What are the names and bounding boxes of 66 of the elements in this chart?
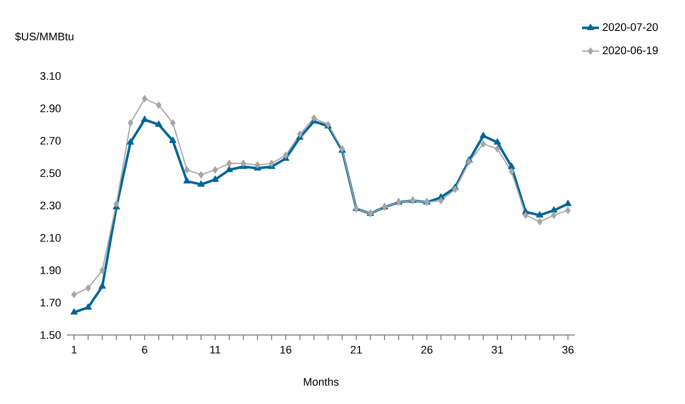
point: [142, 94, 148, 102]
point: [114, 200, 120, 208]
point: [438, 196, 444, 204]
x-tick-label: 11: [210, 346, 220, 354]
point: [452, 186, 458, 194]
point: [128, 119, 134, 127]
y-axis-title: $US/MMBtu: [15, 32, 74, 42]
y-tick-label: 2.30: [40, 202, 61, 210]
y-tick-label: 3.10: [40, 72, 61, 80]
point: [550, 206, 558, 213]
point: [268, 160, 274, 168]
point: [198, 171, 204, 178]
point: [564, 200, 572, 206]
x-tick-label: 16: [280, 346, 292, 354]
legend-label: 2020-07-20: [602, 23, 658, 31]
point: [169, 136, 177, 143]
point: [140, 115, 148, 122]
point: [211, 175, 219, 182]
x-tick-label: 1: [72, 346, 77, 354]
point: [480, 140, 486, 148]
y-tick-label: 2.90: [40, 104, 61, 112]
point: [212, 166, 218, 174]
legend-label: 2020-06-19: [602, 46, 658, 54]
x-tick-label: 26: [421, 346, 432, 354]
point: [240, 160, 246, 168]
point: [480, 132, 487, 138]
x-tick-label: 31: [492, 346, 503, 354]
point: [197, 180, 205, 187]
point: [70, 308, 78, 315]
point: [99, 266, 106, 274]
point: [282, 152, 289, 160]
y-tick-label: 1.70: [40, 298, 61, 307]
point: [536, 218, 543, 226]
point: [311, 114, 317, 122]
point: [85, 284, 92, 292]
y-tick-label: 2.70: [40, 136, 61, 145]
point: [226, 160, 232, 168]
point: [226, 166, 233, 172]
y-tick-label: 1.50: [40, 331, 61, 339]
point: [466, 158, 472, 166]
y-tick-label: 2.10: [40, 234, 61, 242]
point: [84, 303, 92, 310]
point: [183, 176, 191, 184]
y-tick-label: 2.50: [40, 169, 61, 178]
point: [508, 162, 516, 169]
point: [254, 161, 260, 169]
y-tick-label: 1.90: [40, 266, 61, 274]
point: [494, 145, 500, 153]
point: [98, 282, 106, 289]
point: [536, 210, 544, 218]
point: [156, 101, 162, 109]
point: [126, 138, 134, 145]
x-tick-label: 6: [142, 346, 148, 354]
x-tick-label: 21: [350, 346, 362, 354]
point: [494, 138, 502, 145]
point: [550, 211, 557, 219]
point: [155, 120, 162, 127]
x-tick-label: 36: [562, 346, 574, 354]
point: [71, 290, 77, 298]
point: [522, 211, 528, 219]
x-axis-title: Months: [304, 378, 339, 386]
point: [170, 119, 176, 127]
point: [565, 206, 571, 214]
point: [508, 168, 514, 176]
point: [184, 166, 190, 174]
point: [296, 130, 303, 138]
